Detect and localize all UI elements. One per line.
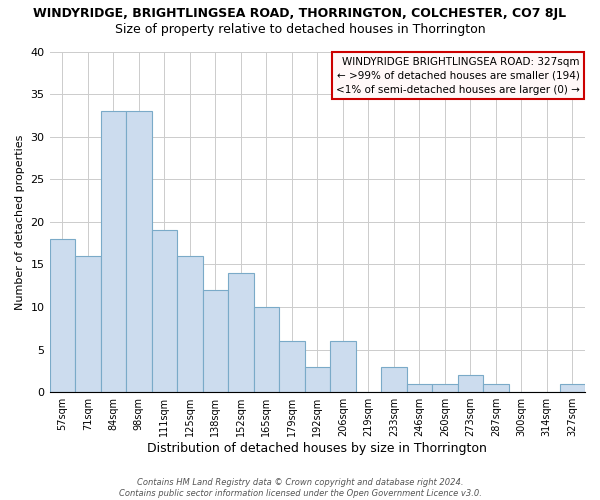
Bar (330, 341, 356, 392)
Bar (254, 307, 279, 392)
Bar (101, 111, 126, 392)
Bar (279, 341, 305, 392)
Bar (203, 290, 228, 392)
Bar (458, 375, 483, 392)
Bar (381, 366, 407, 392)
Text: WINDYRIDGE BRIGHTLINGSEA ROAD: 327sqm
← >99% of detached houses are smaller (194: WINDYRIDGE BRIGHTLINGSEA ROAD: 327sqm ← … (336, 56, 580, 94)
Bar (483, 384, 509, 392)
Bar (407, 384, 432, 392)
Bar (152, 230, 177, 392)
Bar (126, 111, 152, 392)
Text: Size of property relative to detached houses in Thorrington: Size of property relative to detached ho… (115, 22, 485, 36)
Bar (75, 256, 101, 392)
Text: WINDYRIDGE, BRIGHTLINGSEA ROAD, THORRINGTON, COLCHESTER, CO7 8JL: WINDYRIDGE, BRIGHTLINGSEA ROAD, THORRING… (34, 8, 566, 20)
Bar (177, 256, 203, 392)
Text: Contains HM Land Registry data © Crown copyright and database right 2024.
Contai: Contains HM Land Registry data © Crown c… (119, 478, 481, 498)
Y-axis label: Number of detached properties: Number of detached properties (15, 134, 25, 310)
Bar (228, 273, 254, 392)
X-axis label: Distribution of detached houses by size in Thorrington: Distribution of detached houses by size … (148, 442, 487, 455)
Bar (432, 384, 458, 392)
Bar (50, 239, 75, 392)
Bar (305, 366, 330, 392)
Bar (560, 384, 585, 392)
